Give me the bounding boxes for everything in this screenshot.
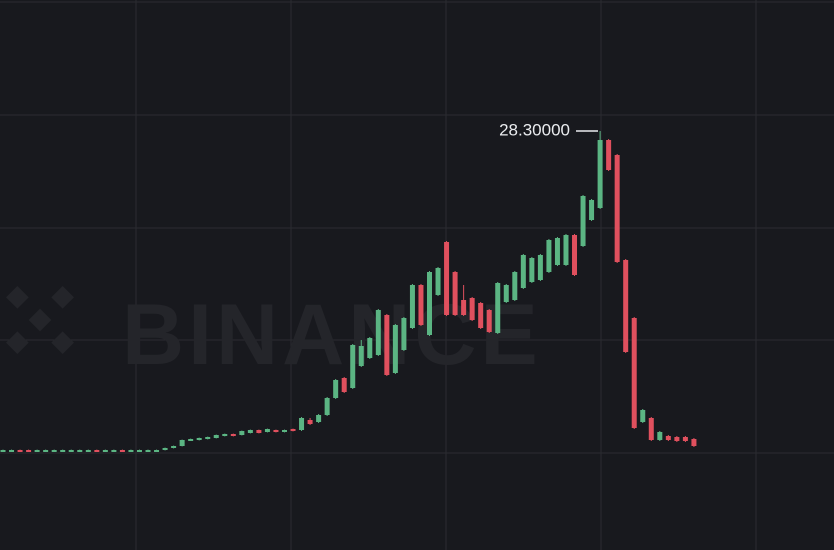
candle-body <box>691 439 697 446</box>
candle-body <box>256 430 262 433</box>
candle-body <box>111 450 117 452</box>
candle-body <box>43 450 49 452</box>
candle-body <box>196 438 202 440</box>
candle-body <box>631 318 637 428</box>
candle-body <box>145 450 151 452</box>
candle-body <box>188 439 194 441</box>
candle-body <box>418 285 424 325</box>
candle-body <box>290 429 296 431</box>
candle-body <box>299 418 305 430</box>
candle-body <box>281 430 287 432</box>
candle-body <box>461 300 467 315</box>
candle-body <box>537 255 543 280</box>
candle-body <box>26 450 32 452</box>
candle-body <box>614 155 620 262</box>
candle-body <box>247 430 253 433</box>
candle-body <box>520 255 526 288</box>
candle-body <box>648 418 654 440</box>
candle-body <box>102 450 108 452</box>
candle-body <box>665 436 671 440</box>
candles <box>0 131 697 452</box>
candle-body <box>333 380 339 398</box>
candle-body <box>529 258 535 282</box>
candle-body <box>162 448 168 450</box>
candle-body <box>230 434 236 436</box>
candle-body <box>427 272 432 335</box>
candle-body <box>384 315 390 375</box>
candle-body <box>9 450 15 452</box>
candle-body <box>375 310 381 355</box>
candle-body <box>136 450 142 452</box>
candle-body <box>606 140 612 170</box>
candle-body <box>94 450 100 452</box>
candle-body <box>469 298 475 320</box>
candle-body <box>119 450 125 452</box>
candle-body <box>409 285 415 328</box>
candle-body <box>205 437 211 439</box>
candle-body <box>273 430 279 432</box>
high-marker-label: 28.30000 <box>499 120 570 139</box>
candle-body <box>77 450 83 452</box>
candle-body <box>546 240 552 272</box>
candle-body <box>512 272 518 300</box>
candle-body <box>34 450 40 452</box>
candle-body <box>222 434 228 436</box>
candle-body <box>358 346 364 366</box>
candle-body <box>589 200 595 220</box>
candle-body <box>0 450 6 452</box>
candle-body <box>324 398 330 415</box>
candle-body <box>444 242 450 315</box>
candle-body <box>307 420 313 424</box>
high-marker: 28.30000 <box>499 120 598 139</box>
candle-body <box>341 378 347 392</box>
candle-body <box>452 272 458 315</box>
candle-body <box>478 303 484 328</box>
candle-body <box>392 325 398 373</box>
candle-body <box>213 435 219 438</box>
candle-body <box>367 338 373 358</box>
candle-body <box>563 235 569 265</box>
candle-body <box>597 140 603 208</box>
candle-body <box>682 437 688 441</box>
candle-body <box>264 429 270 432</box>
candle-body <box>572 235 578 275</box>
candle-body <box>154 450 160 452</box>
candle-body <box>657 432 663 440</box>
candle-body <box>486 310 492 332</box>
candle-body <box>85 450 91 452</box>
candle-body <box>171 446 177 448</box>
candle-body <box>60 450 66 452</box>
candle-body <box>179 440 185 446</box>
candle-body <box>51 450 57 452</box>
candle-body <box>435 268 441 295</box>
candle-body <box>554 238 560 265</box>
watermark-text: BINANCE <box>122 287 542 383</box>
candle-body <box>401 318 407 350</box>
candle-body <box>580 196 586 246</box>
candle-body <box>68 450 74 452</box>
candle-body <box>640 410 646 422</box>
candle-body <box>674 437 680 441</box>
candle-body <box>503 285 509 302</box>
candle-body <box>316 415 322 422</box>
candle-body <box>239 431 245 435</box>
candle-body <box>17 450 23 452</box>
candle-body <box>350 345 356 388</box>
candle-body <box>495 283 501 333</box>
candle-body <box>623 260 629 352</box>
candle-body <box>128 450 134 452</box>
